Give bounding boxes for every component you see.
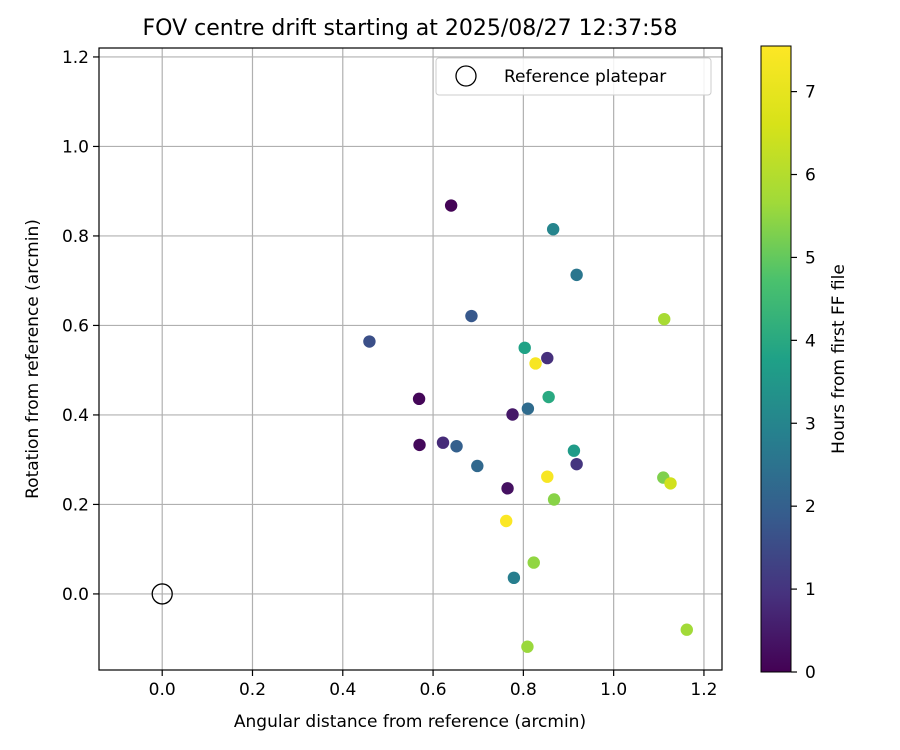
legend: Reference platepar (435, 57, 712, 96)
y-tick-label: 0.0 (62, 585, 89, 605)
data-point (567, 444, 581, 457)
x-tick-label: 0.0 (149, 680, 176, 700)
y-tick-label: 0.8 (62, 227, 89, 247)
plot-frame (98, 47, 723, 671)
x-tick-label: 0.2 (239, 680, 266, 700)
plot-grid (99, 48, 722, 670)
y-axis-label: Rotation from reference (arcmin) (23, 219, 43, 499)
data-point (527, 556, 540, 569)
data-point (658, 312, 671, 326)
data-point (547, 493, 561, 506)
legend-marker (455, 65, 477, 87)
colorbar-gradient (760, 45, 792, 673)
data-point (541, 351, 554, 365)
data-point (518, 341, 531, 355)
data-point (412, 392, 426, 406)
x-tick-label: 0.6 (420, 680, 447, 700)
x-tick-label: 0.4 (329, 680, 356, 700)
data-point (521, 640, 534, 653)
y-tick-label: 0.2 (62, 495, 89, 515)
data-point (465, 309, 478, 323)
colorbar: 0 1 2 3 4 5 6 7 Hours from first FF file (760, 45, 849, 683)
colorbar-tick-label: 1 (805, 580, 816, 600)
data-point (471, 459, 484, 473)
x-axis-ticks: 0.0 0.2 0.4 0.6 0.8 1.0 1.2 (149, 670, 717, 700)
colorbar-tick-label: 7 (805, 83, 816, 103)
data-point (450, 440, 463, 453)
data-point (521, 402, 535, 415)
data-point (529, 357, 542, 370)
colorbar-tick-label: 2 (805, 497, 816, 517)
data-point (570, 268, 583, 282)
data-point (541, 470, 554, 483)
data-point (363, 335, 376, 348)
data-point (546, 223, 560, 236)
data-point (570, 457, 583, 471)
data-point (664, 477, 677, 490)
data-point (413, 438, 426, 452)
data-point (506, 408, 519, 421)
data-point (507, 571, 521, 585)
data-point (500, 514, 513, 528)
legend-entry-label: Reference platepar (504, 67, 666, 87)
colorbar-ticks: 0 1 2 3 4 5 6 7 (791, 83, 816, 683)
data-point (501, 482, 514, 495)
chart-title: FOV centre drift starting at 2025/08/27 … (143, 16, 678, 41)
x-tick-label: 1.0 (600, 680, 627, 700)
reference-platepar-marker (151, 583, 173, 605)
colorbar-tick-label: 5 (805, 248, 816, 268)
colorbar-tick-label: 6 (805, 166, 816, 186)
colorbar-tick-label: 3 (805, 414, 816, 434)
data-point (436, 436, 450, 449)
x-tick-label: 0.8 (510, 680, 537, 700)
colorbar-label: Hours from first FF file (829, 264, 849, 454)
plot-points (151, 199, 693, 653)
x-tick-label: 1.2 (690, 680, 717, 700)
data-point (680, 623, 693, 636)
colorbar-tick-label: 0 (805, 663, 816, 683)
colorbar-tick-label: 4 (805, 331, 816, 351)
x-axis-label: Angular distance from reference (arcmin) (234, 712, 586, 732)
y-axis-ticks: 0.0 0.2 0.4 0.6 0.8 1.0 1.2 (62, 48, 99, 605)
legend-box (435, 57, 712, 96)
data-point (444, 199, 458, 212)
y-tick-label: 1.2 (62, 48, 89, 68)
y-tick-label: 0.6 (62, 316, 89, 336)
y-tick-label: 1.0 (62, 137, 89, 157)
y-tick-label: 0.4 (62, 406, 89, 426)
data-point (542, 390, 555, 404)
